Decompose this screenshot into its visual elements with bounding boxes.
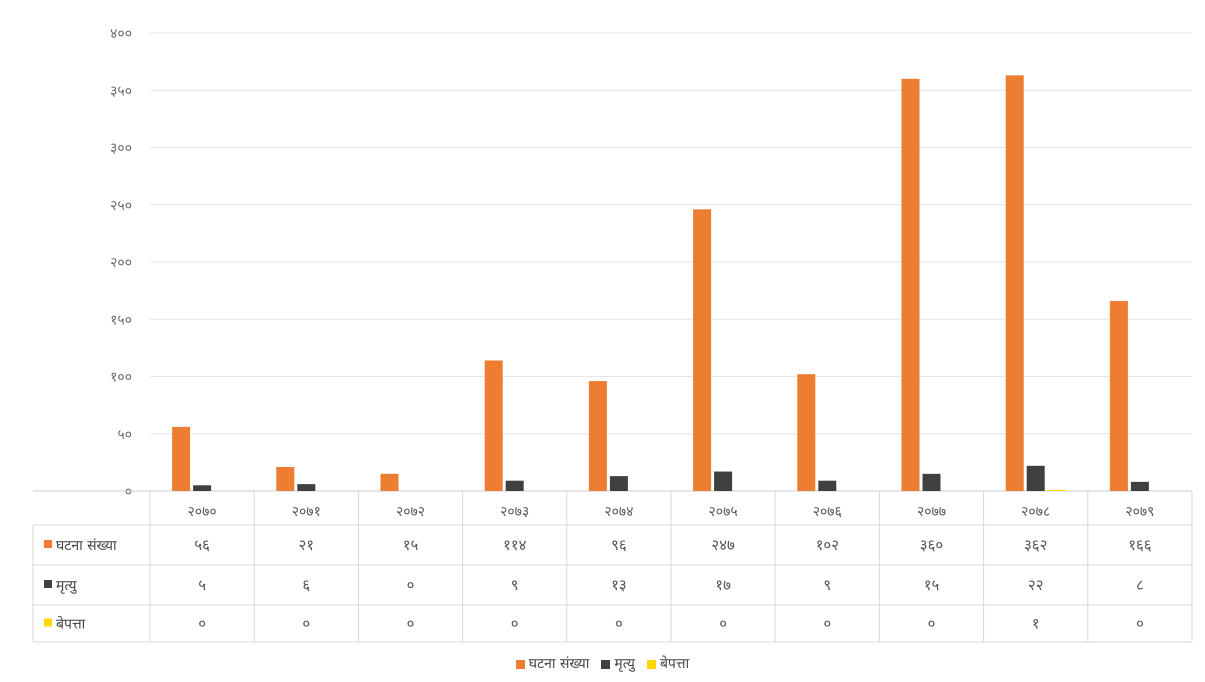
bar xyxy=(380,473,399,491)
legend-swatch xyxy=(646,659,656,669)
data-label: १६६ xyxy=(1128,536,1152,554)
data-label: ११४ xyxy=(503,536,527,554)
bar xyxy=(276,466,295,491)
legend-item: मृत्यु xyxy=(601,654,635,673)
data-label: ० xyxy=(719,615,727,633)
data-label: ८ xyxy=(1136,576,1144,594)
category-label: २०७३ xyxy=(500,504,529,520)
category-label: २०७० xyxy=(188,504,217,520)
category-label: २०७९ xyxy=(1125,504,1154,520)
data-label: ३६२ xyxy=(1024,536,1047,554)
data-label: १७ xyxy=(715,576,731,594)
y-tick-label: ४०० xyxy=(110,26,132,42)
row-swatch xyxy=(44,618,52,627)
data-label: ९६ xyxy=(611,536,627,554)
category-label: २०७५ xyxy=(709,504,738,520)
data-label: ० xyxy=(407,576,415,594)
data-label: ९ xyxy=(511,576,519,594)
bar xyxy=(922,473,941,491)
legend-swatch xyxy=(601,659,611,669)
row-name: बेपत्ता xyxy=(56,616,86,633)
y-tick-label: ५० xyxy=(117,427,132,443)
bar xyxy=(1026,465,1045,491)
data-label: ० xyxy=(1136,615,1144,633)
data-label: २४७ xyxy=(711,536,735,554)
data-label: ० xyxy=(511,615,519,633)
legend-label: मृत्यु xyxy=(614,656,635,672)
legend-label: बेपत्ता xyxy=(659,656,690,672)
row-name: घटना संख्या xyxy=(56,538,117,554)
chart-legend: घटना संख्या मृत्यु बेपत्ता xyxy=(0,654,1205,673)
legend-item: बेपत्ता xyxy=(646,654,690,673)
data-label: ९ xyxy=(823,576,831,594)
data-label: २१ xyxy=(298,536,314,554)
data-label: ० xyxy=(198,615,206,633)
row-name: मृत्यु xyxy=(56,578,78,594)
y-tick-label: २०० xyxy=(110,255,132,271)
data-label: १५ xyxy=(403,536,419,554)
category-label: २०७१ xyxy=(292,504,321,520)
category-label: २०७८ xyxy=(1021,504,1050,520)
legend-label: घटना संख्या xyxy=(528,656,590,672)
bar xyxy=(1047,489,1066,491)
data-label: १३ xyxy=(611,576,627,594)
bar xyxy=(693,209,712,491)
row-swatch xyxy=(44,540,52,548)
bar xyxy=(609,476,628,491)
bar xyxy=(797,374,816,491)
data-label: ० xyxy=(823,615,831,633)
bar xyxy=(1130,481,1149,491)
y-tick-label: ३०० xyxy=(110,141,132,157)
legend-swatch xyxy=(515,659,525,669)
bar xyxy=(484,360,503,491)
bar xyxy=(505,480,524,491)
y-tick-label: १५० xyxy=(110,312,132,328)
y-tick-label: २५० xyxy=(110,198,132,214)
bar xyxy=(588,381,607,491)
category-label: २०७४ xyxy=(604,504,633,520)
y-tick-label: ० xyxy=(125,484,132,500)
bar xyxy=(714,471,733,491)
data-label: १ xyxy=(1032,615,1040,633)
bar xyxy=(193,485,212,491)
bar xyxy=(297,484,316,491)
category-label: २०७६ xyxy=(813,504,842,520)
category-label: २०७७ xyxy=(917,504,946,520)
data-label: ० xyxy=(615,615,623,633)
data-label: ३६० xyxy=(920,536,943,554)
category-label: २०७२ xyxy=(396,504,425,520)
data-label: ० xyxy=(928,615,936,633)
data-label: ५ xyxy=(198,576,206,594)
row-swatch xyxy=(44,580,52,588)
data-label: १०२ xyxy=(816,536,839,554)
bar xyxy=(172,426,191,491)
data-label: ६ xyxy=(302,576,310,594)
y-tick-label: १०० xyxy=(110,370,132,386)
bar xyxy=(1109,300,1128,491)
legend-item: घटना संख्या xyxy=(515,654,590,673)
data-label: ५६ xyxy=(194,536,210,554)
bar xyxy=(901,78,920,492)
bar xyxy=(818,480,837,491)
y-tick-label: ३५० xyxy=(110,83,132,99)
data-label: २२ xyxy=(1028,576,1044,594)
data-label: १५ xyxy=(924,576,940,594)
data-label: ० xyxy=(407,615,415,633)
bar xyxy=(1005,75,1024,492)
data-label: ० xyxy=(302,615,310,633)
